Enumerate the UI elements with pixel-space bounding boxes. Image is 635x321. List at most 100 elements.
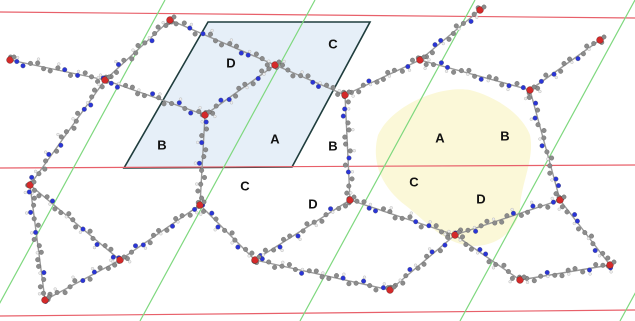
atom [544,149,550,155]
hydrogen-atom [447,229,451,233]
atom [218,97,224,103]
atom [580,269,586,275]
atom [173,216,179,222]
atom [67,284,73,290]
node-oxygen-atom [606,261,614,269]
atom [41,290,46,296]
hydrogen-atom [189,22,193,26]
atom [391,67,397,73]
hydrogen-atom [210,28,214,33]
highlighted-pore-region [375,89,532,246]
atom [399,68,405,74]
atom [73,118,79,124]
atom [431,62,436,68]
hydrogen-atom [23,190,27,195]
atom [361,278,367,284]
atom [518,212,524,218]
atom [547,170,553,176]
atom [438,38,444,43]
atom [99,84,105,90]
hydrogen-atom [267,59,271,63]
hydrogen-atom [458,238,462,242]
node-oxygen-atom [6,56,14,64]
atom [351,194,357,200]
atom [344,190,350,196]
atom [547,163,553,169]
atom [335,91,341,97]
atom [75,72,81,78]
atom [471,11,477,17]
atom [605,255,611,261]
atom [413,219,419,225]
lattice-line-diagonal [299,0,476,321]
node-oxygen-atom [41,296,49,304]
atom [121,57,127,63]
atom [410,57,415,63]
hydrogen-atom [538,89,542,94]
hydrogen-atom [44,150,48,154]
node-oxygen-atom [516,276,524,284]
hydrogen-atom [147,36,151,40]
atom [33,229,39,235]
atom [188,110,194,116]
hydrogen-atom [34,169,38,173]
atom [438,60,444,66]
atom [264,62,270,68]
atom [304,221,310,227]
atom [286,262,292,268]
hydrogen-atom [369,83,373,87]
atom [429,50,435,56]
hydrogen-atom [85,101,90,105]
node-oxygen-atom [346,196,354,204]
atom [510,210,516,216]
atom [26,189,32,195]
atom [340,113,346,119]
hydrogen-atom [176,220,180,224]
atom [201,208,207,214]
atom [203,147,209,153]
atom [11,54,17,60]
atom [313,268,319,274]
atom [600,262,606,268]
atom [347,148,353,154]
atom [499,82,505,88]
atom [403,273,409,279]
atom [235,244,241,250]
atom [106,74,112,80]
atom [559,204,565,210]
atom [279,263,285,269]
lattice-line-diagonal [619,292,635,321]
atom [543,72,549,78]
atom [149,38,155,44]
atom [63,129,69,135]
atom [203,119,209,125]
atom [336,206,342,211]
atom [486,74,492,80]
atom [227,41,233,47]
node-oxygen-atom [556,196,564,204]
atom [319,274,325,280]
atom [591,41,597,46]
atom [147,240,153,246]
atom [458,68,464,74]
atom [213,216,219,222]
atom [501,262,507,268]
atom [202,175,207,180]
atom [446,36,452,42]
atom [200,31,206,37]
atom [421,54,427,60]
atom [509,275,515,281]
node-oxygen-atom [201,111,209,119]
hydrogen-atom [382,282,386,286]
atom [92,87,97,93]
hydrogen-atom [30,231,34,235]
atom [572,212,578,218]
atom [310,79,316,85]
atom [345,120,351,126]
atom [226,97,232,102]
atom [437,248,443,254]
atom [342,106,348,112]
atom [277,244,283,250]
atom [561,61,567,66]
node-oxygen-atom [116,256,124,264]
